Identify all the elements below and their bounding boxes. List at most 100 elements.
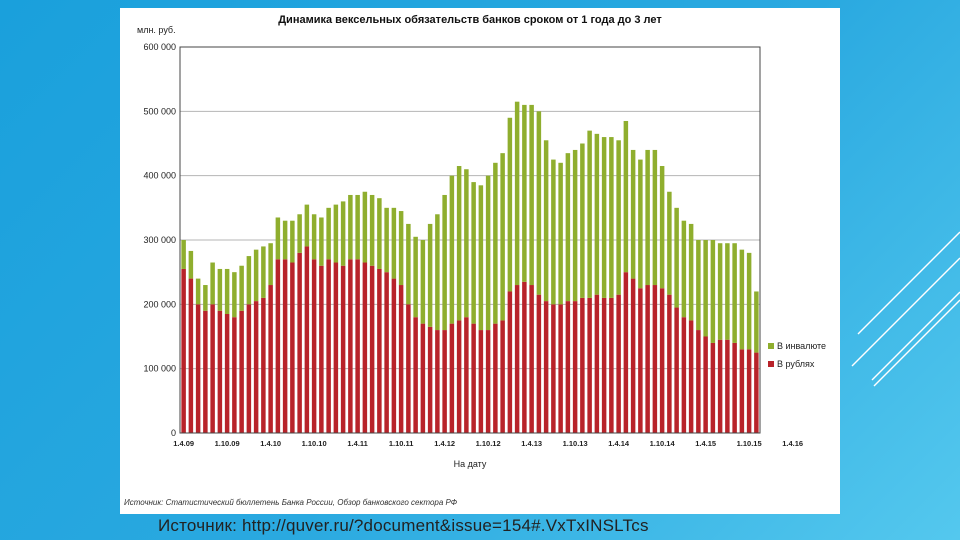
bar-rub bbox=[493, 323, 498, 433]
x-tick-label: 1.10.10 bbox=[302, 439, 327, 448]
bar-fx bbox=[282, 220, 288, 260]
bar-fx bbox=[464, 169, 469, 318]
bar-rub bbox=[377, 268, 382, 433]
bar-fx bbox=[377, 198, 382, 269]
bar-fx bbox=[275, 217, 281, 260]
bar-rub bbox=[369, 265, 375, 433]
bar-fx bbox=[333, 204, 339, 263]
bar-rub bbox=[261, 297, 266, 433]
y-tick-labels: 0 100 000 200 000 300 000 400 000 500 000 600 … bbox=[143, 42, 176, 438]
bar-fx bbox=[485, 175, 491, 331]
bar-fx bbox=[420, 240, 426, 324]
x-tick-label: 1.4.13 bbox=[521, 439, 542, 448]
bar-fx bbox=[217, 268, 223, 311]
x-tick-label: 1.10.09 bbox=[215, 439, 240, 448]
x-tick-label: 1.10.14 bbox=[650, 439, 676, 448]
bar-fx bbox=[326, 207, 331, 260]
bar-rub bbox=[326, 259, 331, 433]
bar-rub bbox=[732, 342, 737, 433]
bar-fx bbox=[652, 149, 658, 286]
bar-rub bbox=[188, 278, 194, 433]
x-tick-label: 1.4.09 bbox=[173, 439, 194, 448]
bar-rub bbox=[311, 259, 317, 433]
x-tick-label: 1.10.13 bbox=[563, 439, 588, 448]
grid-layer bbox=[180, 46, 760, 370]
bar-fx bbox=[340, 201, 346, 266]
bar-rub bbox=[355, 259, 360, 433]
x-tick-label: 1.4.11 bbox=[347, 439, 367, 448]
bar-rub bbox=[224, 313, 230, 433]
x-tick-label: 1.4.10 bbox=[260, 439, 281, 448]
bar-fx bbox=[398, 211, 404, 286]
bar-rub bbox=[754, 352, 759, 433]
bar-rub bbox=[703, 336, 708, 433]
bar-fx bbox=[522, 104, 527, 282]
bar-fx bbox=[746, 252, 752, 350]
bar-rub bbox=[580, 297, 585, 433]
bar-fx bbox=[369, 194, 375, 266]
bar-rub bbox=[456, 320, 462, 433]
bar-fx bbox=[239, 265, 244, 311]
bar-rub bbox=[696, 330, 701, 433]
bar-rub bbox=[536, 294, 542, 433]
bar-fx bbox=[514, 101, 520, 286]
bar-rub bbox=[217, 310, 223, 433]
bar-rub bbox=[739, 349, 745, 433]
bar-fx bbox=[311, 214, 317, 260]
bar-rub bbox=[725, 339, 730, 433]
bar-rub bbox=[362, 262, 368, 433]
bar-fx bbox=[565, 153, 571, 302]
bar-rub bbox=[587, 297, 592, 433]
bar-rub bbox=[348, 259, 353, 433]
bar-fx bbox=[645, 149, 650, 286]
bar-fx bbox=[638, 159, 643, 289]
bar-rub bbox=[471, 323, 476, 433]
bar-rub bbox=[253, 301, 259, 433]
y-tick-label: 300 000 bbox=[143, 235, 176, 245]
bar-fx bbox=[667, 191, 672, 295]
stacked-bar-chart: 0 100 000 200 000 300 000 400 000 500 000 600 … bbox=[124, 14, 826, 507]
y-tick-label: 0 bbox=[171, 428, 176, 438]
bar-rub bbox=[514, 285, 520, 433]
bar-rub bbox=[319, 265, 324, 433]
bar-rub bbox=[427, 326, 433, 433]
bar-fx bbox=[754, 291, 759, 353]
bar-fx bbox=[290, 220, 295, 263]
bar-fx bbox=[609, 137, 614, 298]
bar-rub bbox=[406, 304, 411, 433]
bar-rub bbox=[717, 339, 723, 433]
bar-rub bbox=[232, 317, 237, 433]
bar-rub bbox=[268, 285, 273, 433]
bar-fx bbox=[435, 214, 440, 331]
bar-rub bbox=[616, 294, 621, 433]
bar-fx bbox=[572, 149, 578, 302]
x-tick-label: 1.4.12 bbox=[434, 439, 455, 448]
bar-fx bbox=[413, 236, 418, 318]
bar-rub bbox=[507, 291, 513, 433]
bar-fx bbox=[659, 166, 665, 289]
decorative-line bbox=[873, 299, 960, 387]
bar-fx bbox=[253, 249, 259, 302]
bar-fx bbox=[493, 162, 498, 324]
y-tick-label: 100 000 bbox=[143, 364, 176, 374]
bar-fx bbox=[442, 194, 447, 331]
bar-rub bbox=[609, 297, 614, 433]
bar-fx bbox=[500, 153, 505, 321]
bar-rub bbox=[275, 259, 281, 433]
bar-rub bbox=[601, 297, 607, 433]
decorative-line bbox=[857, 231, 960, 335]
bar-rub bbox=[340, 265, 346, 433]
bar-fx bbox=[188, 250, 194, 279]
bar-fx bbox=[304, 204, 310, 247]
bar-fx bbox=[543, 140, 549, 302]
decorative-line bbox=[871, 291, 960, 381]
bar-fx bbox=[297, 214, 302, 253]
bar-rub bbox=[203, 310, 208, 433]
bar-fx bbox=[558, 162, 563, 305]
bar-rub bbox=[442, 330, 447, 433]
bar-rub bbox=[384, 272, 389, 433]
bar-rub bbox=[652, 285, 658, 433]
bar-rub bbox=[746, 349, 752, 433]
bar-fx bbox=[681, 220, 687, 318]
